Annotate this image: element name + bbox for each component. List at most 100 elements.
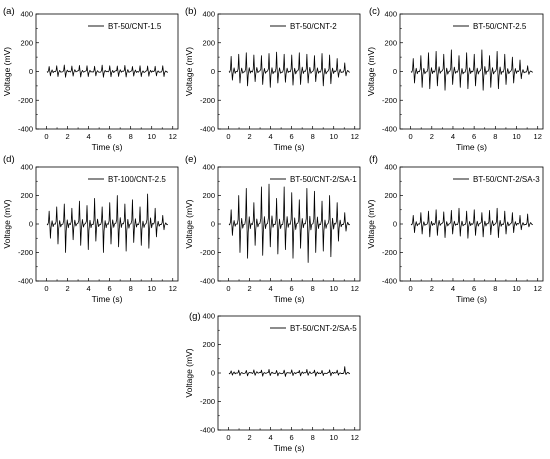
y-tick-label: -200 bbox=[200, 248, 215, 257]
panel-label: (a) bbox=[3, 6, 15, 17]
y-tick-label: -400 bbox=[200, 277, 215, 286]
panel-b: (b) -400 -200 0 200 400 0 2 4 6 8 10 12 Time (s) Volta… bbox=[184, 6, 361, 152]
y-axis-label: Voltage (mV) bbox=[2, 47, 12, 96]
x-tick-label: 12 bbox=[351, 132, 359, 141]
y-tick-label: 0 bbox=[393, 220, 397, 229]
y-tick-label: -200 bbox=[18, 96, 33, 105]
y-tick-label: 0 bbox=[211, 67, 215, 76]
series-line bbox=[46, 193, 168, 253]
y-tick-label: 400 bbox=[202, 312, 215, 321]
y-tick-label: 200 bbox=[20, 38, 33, 47]
y-tick-label: -200 bbox=[200, 397, 215, 406]
x-tick-label: 10 bbox=[330, 132, 338, 141]
y-tick-label: 0 bbox=[393, 67, 397, 76]
y-tick-label: 400 bbox=[20, 10, 33, 19]
x-tick-label: 8 bbox=[129, 132, 133, 141]
x-axis-label: Time (s) bbox=[274, 294, 305, 304]
x-tick-label: 6 bbox=[472, 284, 476, 293]
x-tick-label: 6 bbox=[290, 433, 294, 442]
y-tick-label: 0 bbox=[211, 220, 215, 229]
x-tick-label: 8 bbox=[493, 132, 497, 141]
x-tick-label: 8 bbox=[311, 132, 315, 141]
y-tick-label: 400 bbox=[384, 163, 397, 172]
x-tick-label: 12 bbox=[169, 132, 177, 141]
x-tick-label: 2 bbox=[247, 284, 251, 293]
x-tick-label: 8 bbox=[311, 284, 315, 293]
panel-d: (d) -400 -200 0 200 400 0 2 4 6 8 10 12 Time (s) Volta… bbox=[2, 154, 179, 304]
x-tick-label: 12 bbox=[534, 284, 542, 293]
y-tick-label: 400 bbox=[202, 10, 215, 19]
panel-e: (e) -400 -200 0 200 400 0 2 4 6 8 10 12 Time (s) Volta… bbox=[184, 154, 361, 304]
series-line bbox=[228, 366, 350, 377]
y-tick-label: -400 bbox=[18, 125, 33, 134]
x-tick-label: 6 bbox=[472, 132, 476, 141]
x-tick-label: 4 bbox=[451, 284, 455, 293]
y-tick-label: 400 bbox=[384, 10, 397, 19]
panel-a: (a) -400 -200 0 200 400 0 2 4 6 8 10 12 Time (s) Volta… bbox=[2, 6, 179, 152]
x-tick-label: 10 bbox=[330, 284, 338, 293]
y-tick-label: 0 bbox=[29, 220, 33, 229]
y-axis-label: Voltage (mV) bbox=[184, 348, 194, 397]
series-line bbox=[410, 49, 533, 91]
y-tick-label: 200 bbox=[202, 340, 215, 349]
x-tick-label: 4 bbox=[87, 284, 91, 293]
x-tick-label: 0 bbox=[226, 132, 230, 141]
series-line bbox=[228, 51, 350, 88]
series-line bbox=[46, 64, 168, 78]
y-tick-label: 0 bbox=[29, 67, 33, 76]
x-axis-label: Time (s) bbox=[92, 294, 123, 304]
x-tick-label: 4 bbox=[269, 284, 273, 293]
y-tick-label: -400 bbox=[18, 277, 33, 286]
x-axis-label: Time (s) bbox=[456, 142, 487, 152]
x-tick-label: 0 bbox=[226, 284, 230, 293]
y-tick-label: 400 bbox=[20, 163, 33, 172]
x-axis-label: Time (s) bbox=[274, 443, 305, 453]
y-tick-label: -200 bbox=[382, 96, 397, 105]
x-tick-label: 12 bbox=[534, 132, 542, 141]
y-axis-label: Voltage (mV) bbox=[2, 199, 12, 248]
x-tick-label: 2 bbox=[247, 132, 251, 141]
series-line bbox=[410, 207, 533, 239]
legend-label: BT-50/CNT-2 bbox=[290, 22, 337, 31]
x-tick-label: 4 bbox=[451, 132, 455, 141]
y-tick-label: -400 bbox=[200, 426, 215, 435]
x-tick-label: 0 bbox=[409, 284, 413, 293]
legend-label: BT-50/CNT-1.5 bbox=[108, 22, 162, 31]
x-tick-label: 8 bbox=[493, 284, 497, 293]
x-tick-label: 0 bbox=[44, 284, 48, 293]
x-tick-label: 10 bbox=[330, 433, 338, 442]
x-tick-label: 2 bbox=[65, 132, 69, 141]
x-tick-label: 0 bbox=[226, 433, 230, 442]
x-tick-label: 2 bbox=[430, 284, 434, 293]
x-tick-label: 12 bbox=[351, 284, 359, 293]
x-tick-label: 10 bbox=[148, 284, 156, 293]
series-line bbox=[228, 183, 350, 263]
legend-label: BT-50/CNT-2/SA-5 bbox=[290, 324, 357, 333]
x-tick-label: 6 bbox=[108, 132, 112, 141]
y-tick-label: -400 bbox=[382, 125, 397, 134]
x-tick-label: 12 bbox=[351, 433, 359, 442]
x-axis-label: Time (s) bbox=[92, 142, 123, 152]
y-tick-label: 200 bbox=[202, 191, 215, 200]
x-tick-label: 8 bbox=[311, 433, 315, 442]
legend-label: BT-100/CNT-2.5 bbox=[108, 175, 166, 184]
x-tick-label: 10 bbox=[148, 132, 156, 141]
y-tick-label: -200 bbox=[200, 96, 215, 105]
panel-label: (d) bbox=[3, 154, 15, 165]
x-tick-label: 6 bbox=[290, 284, 294, 293]
legend-label: BT-50/CNT-2/SA-1 bbox=[290, 175, 357, 184]
panel-f: (f) -400 -200 0 200 400 0 2 4 6 8 10 12 Time (s) Volta… bbox=[366, 154, 544, 304]
y-axis-label: Voltage (mV) bbox=[184, 199, 194, 248]
panel-label: (e) bbox=[185, 154, 197, 165]
x-tick-label: 12 bbox=[169, 284, 177, 293]
x-tick-label: 8 bbox=[129, 284, 133, 293]
y-tick-label: 400 bbox=[202, 163, 215, 172]
panel-label: (g) bbox=[189, 311, 201, 322]
x-tick-label: 4 bbox=[269, 132, 273, 141]
y-tick-label: 200 bbox=[202, 38, 215, 47]
y-tick-label: 200 bbox=[384, 191, 397, 200]
y-tick-label: 0 bbox=[211, 369, 215, 378]
y-axis-label: Voltage (mV) bbox=[366, 199, 376, 248]
legend-label: BT-50/CNT-2/SA-3 bbox=[473, 175, 540, 184]
